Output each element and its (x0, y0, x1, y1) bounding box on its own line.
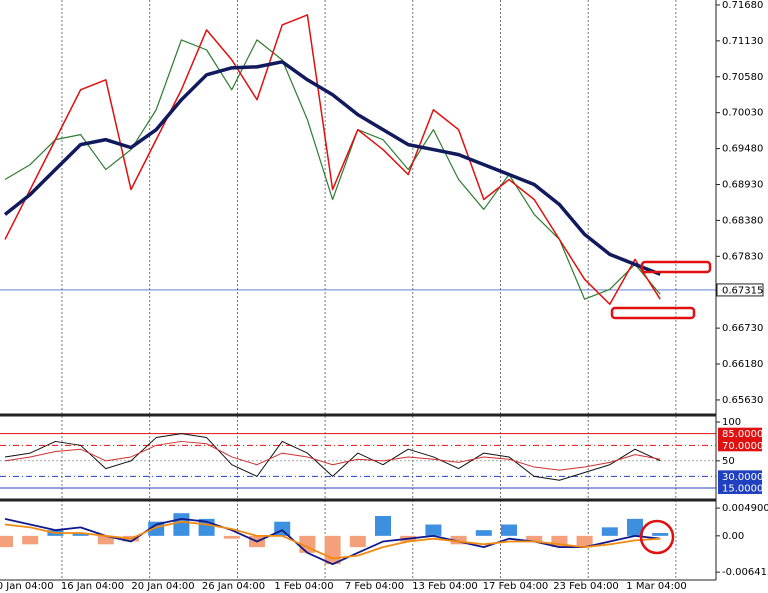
annotation-circle (639, 519, 675, 555)
y-tick-label: 100 (722, 417, 741, 428)
level-label-box (718, 470, 762, 483)
histogram-bar (526, 535, 543, 542)
histogram-bar (501, 524, 517, 536)
level-label: 30.0000 (722, 472, 763, 483)
histogram-bar (223, 535, 240, 539)
y-tick-label: 0.68930 (722, 179, 763, 190)
x-tick-label: 1 Mar 04:00 (626, 581, 686, 592)
histogram-bar (22, 535, 39, 545)
y-tick-label: 0.70030 (722, 108, 763, 119)
y-tick-label: 0.71680 (722, 0, 763, 11)
histogram-bar (576, 535, 593, 548)
y-tick-label: 0.66180 (722, 359, 763, 370)
level-label-box (718, 439, 762, 452)
y-tick-label: 0.66730 (722, 323, 763, 334)
price-label-box (716, 283, 764, 297)
histogram-bar (475, 530, 492, 536)
histogram-bar (324, 535, 341, 565)
x-tick-label: 23 Feb 04:00 (553, 581, 619, 592)
histogram-bar (652, 533, 669, 536)
histogram-bar (148, 521, 165, 536)
level-label: 15.0000 (722, 483, 763, 494)
series-line (4, 520, 661, 560)
level-label: 85.0000 (722, 429, 763, 440)
series-line (4, 433, 661, 481)
y-tick-label: 0.68380 (722, 215, 763, 226)
series-line (4, 440, 661, 471)
series-line (4, 517, 661, 566)
histogram-bar (375, 516, 391, 536)
price-label: 0.67315 (722, 285, 763, 296)
histogram-bar (425, 524, 442, 536)
histogram-bar (601, 527, 618, 536)
y-tick-label: 0.71130 (722, 36, 763, 47)
x-tick-label: 10 Jan 04:00 (0, 581, 54, 592)
y-tick-label: 0.0049007 (722, 503, 768, 514)
y-tick-label: 0.67830 (722, 251, 763, 262)
x-tick-label: 1 Feb 04:00 (274, 581, 333, 592)
level-label: 70.0000 (722, 441, 763, 452)
y-tick-label: -0.0064131 (722, 567, 768, 578)
x-tick-label: 7 Feb 04:00 (345, 581, 404, 592)
x-tick-label: 17 Feb 04:00 (483, 581, 549, 592)
y-tick-label: 0.69480 (722, 144, 763, 155)
y-tick-label: 0.65630 (722, 395, 763, 406)
histogram-bar (97, 535, 114, 545)
level-label-box (718, 481, 762, 494)
histogram-bar (72, 533, 89, 536)
y-tick-label: 0.70580 (722, 72, 763, 83)
series-line (4, 39, 661, 300)
annotation-box (640, 260, 712, 274)
histogram-bar (349, 535, 366, 548)
x-tick-label: 16 Jan 04:00 (61, 581, 124, 592)
annotation-box (610, 306, 696, 320)
y-tick-label: 50 (722, 456, 735, 467)
series-line (4, 14, 661, 305)
histogram-bar (627, 518, 643, 536)
histogram-bar (173, 513, 190, 536)
histogram-bar (0, 535, 13, 548)
histogram-bar (274, 521, 291, 536)
histogram-bar (450, 535, 467, 545)
x-tick-label: 13 Feb 04:00 (412, 581, 478, 592)
x-tick-label: 20 Jan 04:00 (131, 581, 194, 592)
histogram-bar (551, 535, 568, 548)
series-line (3, 60, 661, 276)
y-tick-label: 0.00 (722, 531, 744, 542)
level-label-box (718, 427, 762, 440)
x-tick-label: 26 Jan 04:00 (202, 581, 265, 592)
